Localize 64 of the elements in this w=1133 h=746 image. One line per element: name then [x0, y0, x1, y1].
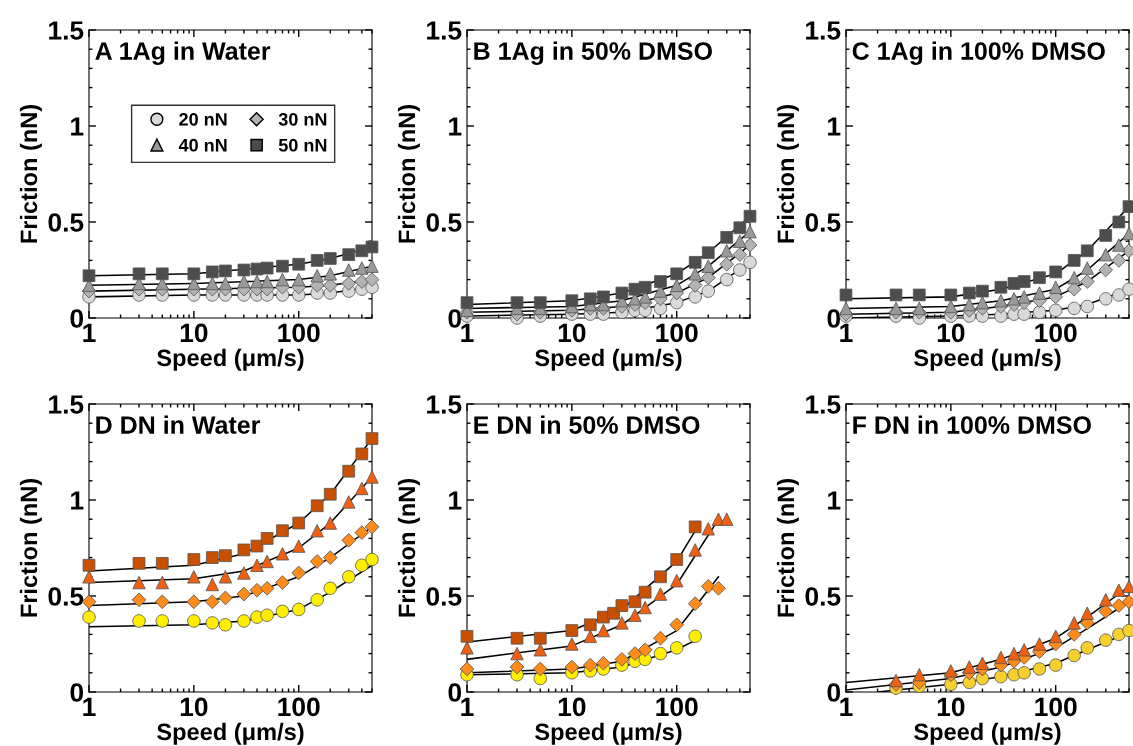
y-tick-label: 1.5: [427, 21, 462, 40]
y-tick-label: 1.5: [806, 21, 841, 40]
chart-title: D DN in Water: [96, 415, 261, 434]
y-axis-title: Friction (nN): [397, 105, 420, 243]
y-tick-label: 1.5: [49, 21, 84, 40]
y-tick-label: 1: [449, 491, 462, 510]
y-tick-label: 0: [70, 683, 84, 702]
y-axis-title: Friction (nN): [397, 479, 420, 617]
x-tick-label: 10: [180, 697, 208, 717]
x-tick-label: 1: [461, 697, 474, 716]
y-tick-label: 1.5: [806, 395, 841, 414]
y-tick-label: 0.5: [426, 587, 462, 606]
x-tick-label: 1: [83, 697, 96, 716]
y-axis-title: Friction (nN): [776, 479, 799, 617]
chart-title: E DN in 50% DMSO: [474, 415, 700, 434]
legend-label: 30 nN: [278, 112, 327, 126]
x-tick-label: 100: [656, 697, 698, 717]
x-tick-label: 10: [937, 323, 965, 343]
legend-label: 40 nN: [178, 138, 227, 152]
x-tick-label: 100: [1035, 697, 1077, 717]
y-tick-label: 0.5: [48, 587, 84, 606]
y-tick-label: 1: [828, 491, 841, 510]
y-tick-label: 0: [70, 309, 84, 328]
x-axis-title: Speed (μm/s): [157, 348, 304, 371]
x-tick-label: 100: [1035, 323, 1077, 343]
y-tick-label: 0.5: [805, 213, 841, 232]
y-axis-title: Friction (nN): [19, 479, 42, 617]
y-tick-label: 1.5: [427, 395, 462, 414]
x-tick-label: 10: [558, 697, 586, 717]
y-tick-label: 1.5: [49, 395, 84, 414]
y-tick-label: 0: [448, 683, 462, 702]
chart-title: F DN in 100% DMSO: [853, 415, 1091, 434]
x-tick-label: 10: [937, 697, 965, 717]
legend-label: 50 nN: [278, 138, 327, 152]
y-tick-label: 0: [827, 309, 841, 328]
x-tick-label: 1: [840, 323, 853, 342]
y-tick-label: 0: [448, 309, 462, 328]
y-axis-title: Friction (nN): [776, 105, 799, 243]
x-tick-label: 100: [278, 697, 320, 717]
x-tick-label: 1: [83, 323, 96, 342]
chart-title: B 1Ag in 50% DMSO: [474, 41, 712, 65]
x-axis-title: Speed (μm/s): [914, 348, 1061, 371]
y-tick-label: 1: [71, 117, 84, 136]
x-tick-label: 100: [278, 323, 320, 343]
x-tick-label: 10: [558, 323, 586, 343]
y-tick-label: 1: [71, 491, 84, 510]
y-tick-label: 0: [827, 683, 841, 702]
x-tick-label: 1: [461, 323, 474, 342]
x-axis-title: Speed (μm/s): [535, 722, 682, 745]
y-tick-label: 0.5: [48, 213, 84, 232]
legend-label: 20 nN: [179, 112, 227, 126]
x-axis-title: Speed (μm/s): [157, 722, 304, 745]
y-tick-label: 1: [828, 117, 841, 136]
x-axis-title: Speed (μm/s): [914, 722, 1061, 745]
y-tick-label: 1: [449, 117, 462, 136]
x-tick-label: 10: [180, 323, 208, 343]
y-tick-label: 0.5: [805, 587, 841, 606]
x-axis-title: Speed (μm/s): [535, 348, 682, 371]
x-tick-label: 1: [840, 697, 853, 716]
x-tick-label: 100: [656, 323, 698, 343]
chart-title: C 1Ag in 100% DMSO: [852, 41, 1105, 65]
y-axis-title: Friction (nN): [19, 105, 42, 243]
chart-title: A 1Ag in Water: [95, 41, 271, 65]
y-tick-label: 0.5: [426, 213, 462, 232]
